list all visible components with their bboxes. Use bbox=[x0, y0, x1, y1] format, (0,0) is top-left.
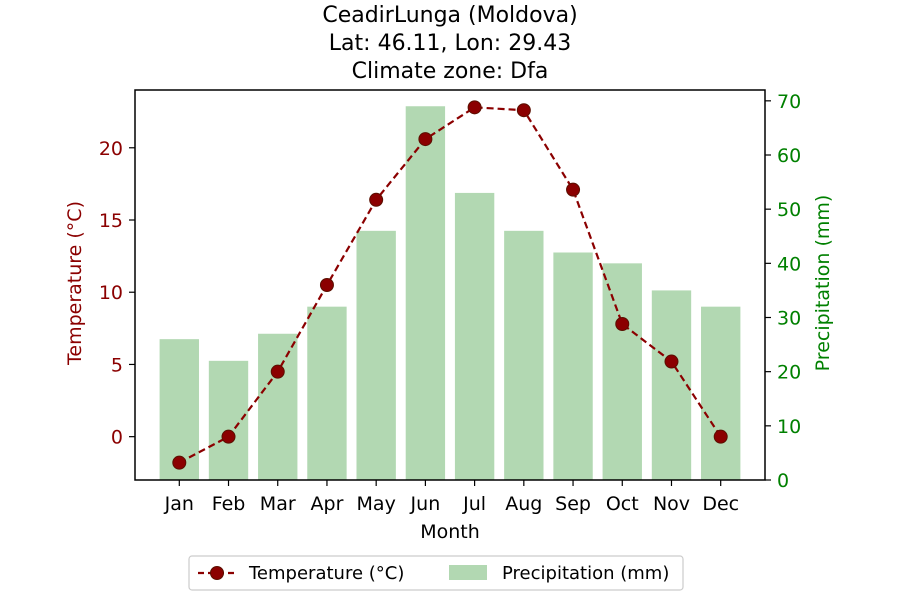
temperature-point-jul bbox=[467, 100, 482, 115]
precipitation-bar-mar bbox=[258, 333, 298, 480]
precipitation-bar-aug bbox=[504, 230, 544, 480]
x-tick-label: Oct bbox=[606, 493, 639, 515]
right-tick-label: 0 bbox=[777, 470, 789, 492]
chart-title-line-3: Climate zone: Dfa bbox=[352, 59, 549, 84]
chart-legend: Temperature (°C) Precipitation (mm) bbox=[188, 555, 684, 591]
right-tick-label: 60 bbox=[777, 145, 801, 167]
temperature-point-aug bbox=[516, 103, 531, 118]
precipitation-bar-sep bbox=[553, 252, 593, 480]
legend-precipitation-swatch bbox=[449, 565, 487, 580]
x-tick-label: May bbox=[357, 493, 396, 515]
right-y-axis: 0 10 20 30 40 50 60 70 bbox=[765, 91, 801, 492]
right-tick-label: 20 bbox=[777, 362, 801, 384]
temperature-point-feb bbox=[221, 429, 236, 444]
left-y-axis: 0 5 10 15 20 bbox=[99, 138, 135, 449]
temperature-point-jan bbox=[172, 455, 187, 470]
precipitation-bar-jun bbox=[405, 106, 446, 480]
precipitation-bar-jul bbox=[454, 192, 495, 480]
left-tick-label: 15 bbox=[99, 210, 123, 232]
x-tick-label: Feb bbox=[212, 493, 246, 515]
left-tick-label: 20 bbox=[99, 138, 123, 160]
temperature-point-apr bbox=[319, 278, 334, 292]
x-axis-label: Month bbox=[420, 521, 480, 543]
plot-frame bbox=[134, 89, 766, 481]
left-tick-label: 0 bbox=[111, 427, 123, 449]
legend-temperature-marker bbox=[210, 566, 224, 580]
temperature-point-mar bbox=[270, 364, 285, 379]
right-tick-label: 30 bbox=[777, 308, 801, 330]
precipitation-bar-dec bbox=[701, 306, 741, 480]
x-tick-label: Mar bbox=[260, 493, 296, 515]
x-tick-label: Jul bbox=[462, 493, 486, 515]
x-tick-label: Jun bbox=[410, 493, 441, 515]
x-axis: Jan Feb Mar Apr May Jun Jul Aug Sep Oct Nov Dec bbox=[164, 480, 739, 515]
legend-precipitation-label: Precipitation (mm) bbox=[502, 563, 669, 584]
precipitation-bar-apr bbox=[307, 306, 347, 480]
x-tick-label: Jan bbox=[164, 493, 194, 515]
legend-temperature-label: Temperature (°C) bbox=[248, 563, 404, 584]
chart-title-line-1: CeadirLunga (Moldova) bbox=[322, 3, 577, 28]
precipitation-bar-may bbox=[356, 230, 396, 480]
x-tick-label: Apr bbox=[311, 493, 344, 515]
temperature-point-oct bbox=[615, 317, 630, 331]
left-tick-label: 10 bbox=[99, 282, 123, 304]
right-tick-label: 50 bbox=[777, 199, 801, 221]
temperature-point-dec bbox=[713, 429, 728, 444]
right-tick-label: 40 bbox=[777, 253, 801, 275]
precipitation-bar-feb bbox=[208, 360, 249, 480]
x-tick-label: Dec bbox=[702, 493, 739, 515]
chart-title-line-2: Lat: 46.11, Lon: 29.43 bbox=[329, 31, 571, 56]
temperature-line bbox=[172, 100, 728, 470]
x-tick-label: Aug bbox=[505, 493, 542, 515]
x-tick-label: Sep bbox=[555, 493, 591, 515]
temperature-point-nov bbox=[664, 354, 679, 369]
temperature-point-may bbox=[369, 192, 384, 207]
temperature-point-sep bbox=[566, 182, 581, 197]
chart-title: CeadirLunga (Moldova) Lat: 46.11, Lon: 2… bbox=[322, 3, 577, 84]
right-y-axis-label: Precipitation (mm) bbox=[812, 195, 834, 372]
left-tick-label: 5 bbox=[111, 354, 123, 376]
legend-box bbox=[188, 555, 684, 591]
precipitation-bar-oct bbox=[602, 263, 642, 480]
right-tick-label: 70 bbox=[777, 91, 801, 113]
left-y-axis-label: Temperature (°C) bbox=[64, 201, 86, 366]
x-tick-label: Nov bbox=[653, 493, 690, 515]
right-tick-label: 10 bbox=[777, 416, 801, 438]
temperature-point-jun bbox=[418, 132, 433, 147]
temperature-line-path bbox=[178, 106, 722, 464]
precipitation-bar-nov bbox=[651, 290, 692, 480]
precipitation-bars bbox=[159, 106, 741, 480]
